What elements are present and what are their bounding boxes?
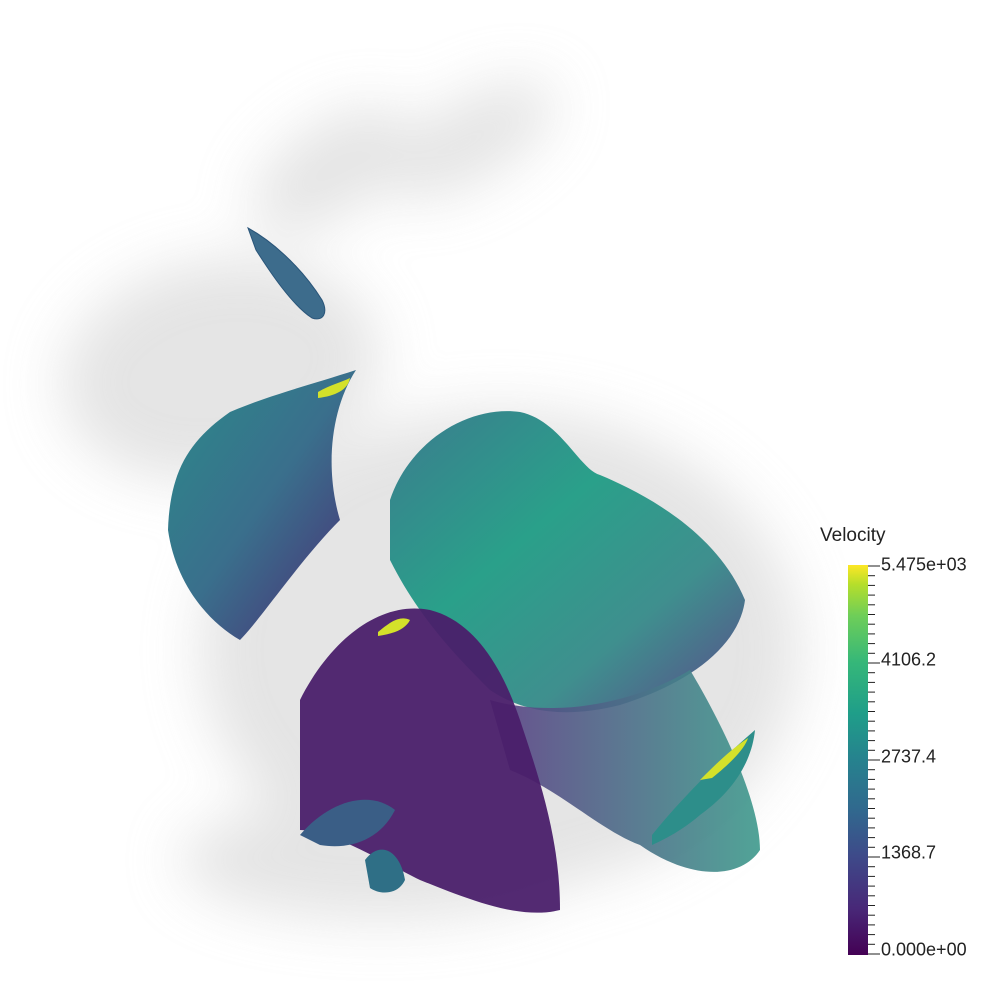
lower-fragment xyxy=(365,849,405,893)
legend-title: Velocity xyxy=(820,525,886,546)
left-petal xyxy=(168,370,356,640)
upper-right-petal xyxy=(390,411,745,713)
high-velocity-spots xyxy=(318,378,748,780)
color-bar-ticks xyxy=(868,565,880,955)
tick-label-4106: 4106.2 xyxy=(881,649,937,670)
ear-fragment xyxy=(247,226,326,320)
tick-label-min: 0.000e+00 xyxy=(881,939,967,960)
lower-right-lobe xyxy=(490,670,760,872)
lower-left-fragment xyxy=(300,799,395,847)
scalar-bar-legend: Velocity 5.475e+03 4106.2 2737.4 1368.7 … xyxy=(820,525,990,965)
color-bar xyxy=(848,565,868,955)
tick-label-1368: 1368.7 xyxy=(881,842,937,863)
tick-label-2737: 2737.4 xyxy=(881,746,937,767)
tick-label-max: 5.475e+03 xyxy=(881,554,967,575)
